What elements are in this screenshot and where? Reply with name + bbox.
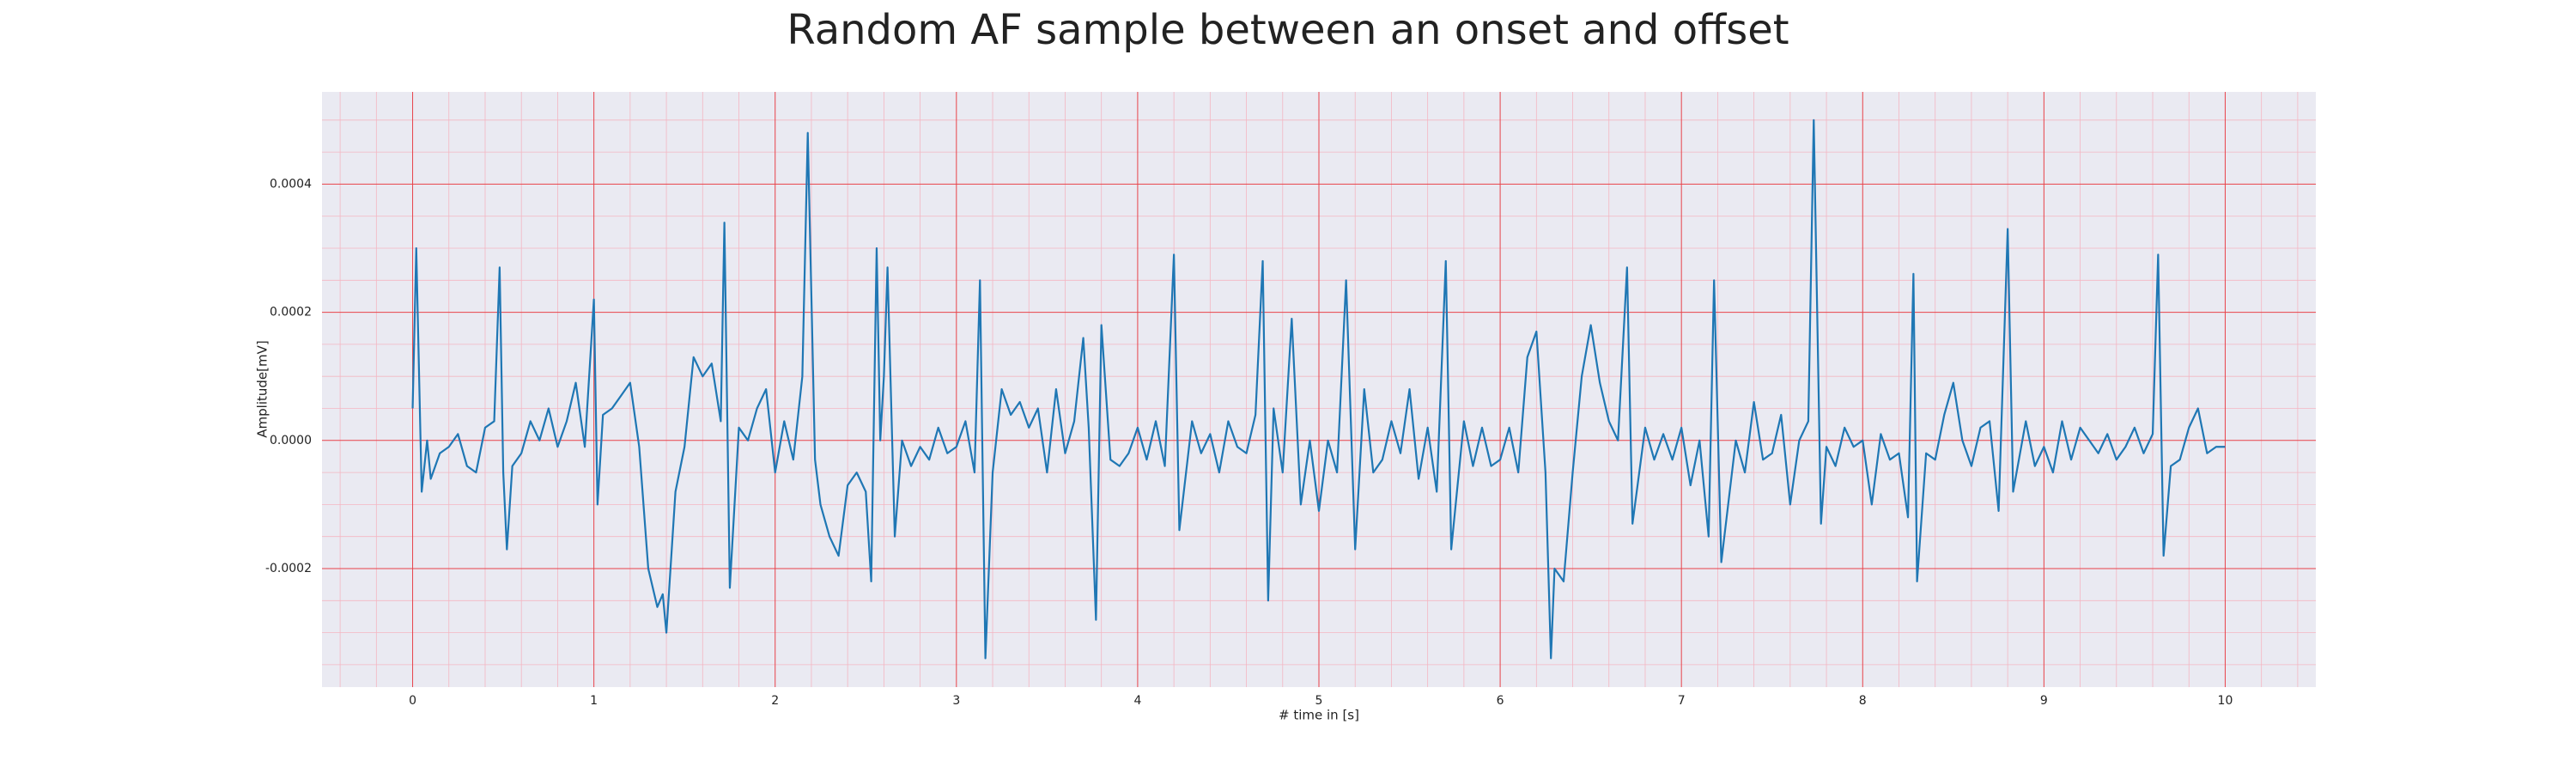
y-tick-label: -0.0002 xyxy=(265,562,312,575)
y-tick-label: 0.0004 xyxy=(270,177,312,191)
x-tick-label: 1 xyxy=(590,694,598,708)
x-tick-label: 0 xyxy=(409,694,416,708)
x-tick-label: 3 xyxy=(952,694,960,708)
x-tick-label: 9 xyxy=(2040,694,2048,708)
signal-line xyxy=(411,119,2226,660)
x-tick-label: 4 xyxy=(1133,694,1141,708)
y-axis-label: Amplitude[mV] xyxy=(255,340,270,437)
chart-title: Random AF sample between an onset and of… xyxy=(787,6,1789,54)
x-tick-label: 8 xyxy=(1859,694,1867,708)
x-tick-label: 6 xyxy=(1497,694,1504,708)
x-tick-label: 5 xyxy=(1315,694,1323,708)
x-tick-label: 2 xyxy=(771,694,779,708)
x-axis-label: # time in [s] xyxy=(1279,708,1359,723)
x-tick-label: 10 xyxy=(2218,694,2233,708)
y-tick-label: 0.0002 xyxy=(270,306,312,320)
y-tick-label: 0.0000 xyxy=(270,434,312,447)
x-tick-label: 7 xyxy=(1678,694,1686,708)
